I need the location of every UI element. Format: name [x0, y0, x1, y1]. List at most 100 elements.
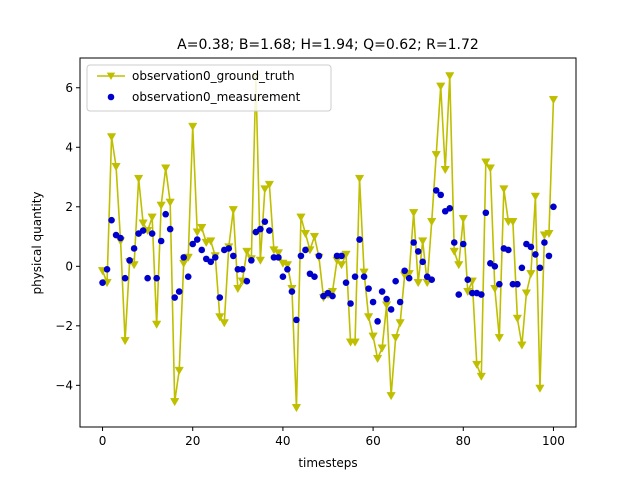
y-tick-label: 4 — [65, 140, 73, 154]
ground-truth-point — [548, 96, 559, 105]
ground-truth-point — [120, 337, 130, 346]
measurement-point — [207, 258, 215, 266]
ground-truth-point — [359, 268, 369, 277]
measurement-point — [392, 277, 399, 285]
measurement-point — [166, 225, 174, 233]
measurement-point — [514, 280, 521, 288]
ground-truth-point — [395, 319, 405, 328]
measurement-point — [148, 230, 156, 237]
measurement-point — [311, 273, 318, 281]
measurement-point — [130, 245, 138, 252]
legend-box — [86, 64, 332, 112]
measurement-point — [234, 265, 242, 273]
ground-truth-point — [336, 261, 347, 270]
measurement-point — [333, 252, 341, 260]
ground-truth-point — [427, 218, 437, 227]
measurement-point — [455, 291, 463, 298]
measurement-point — [279, 273, 287, 281]
ground-truth-point — [431, 151, 441, 160]
ground-truth-point — [273, 249, 284, 258]
ground-truth-point — [215, 313, 225, 322]
measurement-point — [121, 274, 129, 282]
measurement-point — [184, 273, 192, 281]
y-tick-label: 2 — [65, 200, 73, 214]
ground-truth-point — [296, 213, 306, 222]
measurement-point — [126, 257, 133, 264]
ground-truth-point — [440, 165, 450, 175]
ground-truth-point — [409, 209, 419, 218]
legend-label-measurement: observation0_measurement — [132, 90, 301, 104]
ground-truth-point — [300, 229, 311, 239]
ground-truth-point — [458, 215, 468, 224]
measurement-point — [216, 294, 224, 301]
measurement-point — [505, 246, 512, 254]
ground-truth-point — [372, 354, 383, 364]
ground-truth-point — [111, 163, 121, 172]
measurement-point — [356, 236, 363, 243]
ground-truth-point — [233, 285, 243, 294]
ground-truth-point — [472, 360, 482, 370]
measurement-point — [239, 265, 246, 273]
ground-truth-point — [436, 82, 446, 91]
ground-truth-point — [418, 237, 428, 246]
measurement-point — [139, 227, 147, 234]
x-tick-label: 80 — [456, 434, 471, 448]
ground-truth-point — [499, 185, 509, 194]
measurement-point — [369, 298, 377, 306]
ground-truth-point — [147, 213, 157, 222]
ground-truth-point — [354, 174, 365, 184]
measurement-point — [302, 246, 309, 254]
legend-dot-icon — [107, 93, 115, 101]
x-tick-label: 60 — [365, 434, 380, 448]
ground-truth-point — [174, 366, 184, 375]
measurement-point — [162, 210, 169, 218]
measurement-point — [491, 263, 499, 270]
measurement-point — [432, 187, 440, 194]
plot-frame — [79, 57, 577, 428]
ground-truth-point — [391, 334, 401, 343]
ground-truth-point — [481, 158, 491, 167]
ground-truth-point — [508, 218, 518, 227]
ground-truth-point — [197, 224, 207, 233]
measurement-point — [211, 254, 219, 261]
measurement-point — [396, 298, 404, 306]
measurement-point — [401, 267, 408, 275]
x-axis-label: timesteps — [298, 456, 357, 470]
measurement-point — [275, 254, 282, 261]
ground-truth-point — [242, 247, 252, 256]
measurement-point — [374, 318, 381, 325]
measurement-point — [414, 248, 422, 255]
measurement-point — [478, 291, 485, 298]
measurement-point — [496, 280, 503, 288]
ground-truth-point — [255, 256, 265, 265]
measurement-point — [419, 258, 426, 266]
ground-truth-point — [526, 270, 536, 279]
ground-truth-point — [192, 228, 202, 237]
ground-truth-point — [413, 279, 423, 288]
ground-truth-point — [219, 319, 229, 328]
measurement-point — [360, 273, 368, 281]
ground-truth-point — [170, 398, 180, 407]
measurement-point — [405, 274, 413, 282]
ground-truth-point — [377, 344, 387, 353]
measurement-point — [342, 279, 350, 286]
ground-truth-point — [449, 247, 459, 256]
measurement-point — [153, 274, 160, 282]
ground-truth-point — [490, 285, 500, 294]
measurement-point — [297, 252, 305, 260]
y-tick-label: 6 — [65, 81, 73, 95]
measurement-point — [464, 276, 472, 283]
measurement-point — [482, 209, 490, 217]
measurement-point — [550, 203, 557, 211]
measurement-point — [293, 316, 300, 324]
measurement-point — [315, 252, 323, 260]
measurement-point — [541, 239, 548, 246]
measurement-point — [288, 288, 296, 295]
measurement-point — [468, 289, 476, 297]
ground-truth-point — [530, 192, 541, 201]
measurement-point — [383, 295, 390, 303]
measurement-point — [144, 274, 151, 282]
y-tick-label: −4 — [55, 378, 73, 392]
ground-truth-point — [206, 237, 216, 246]
